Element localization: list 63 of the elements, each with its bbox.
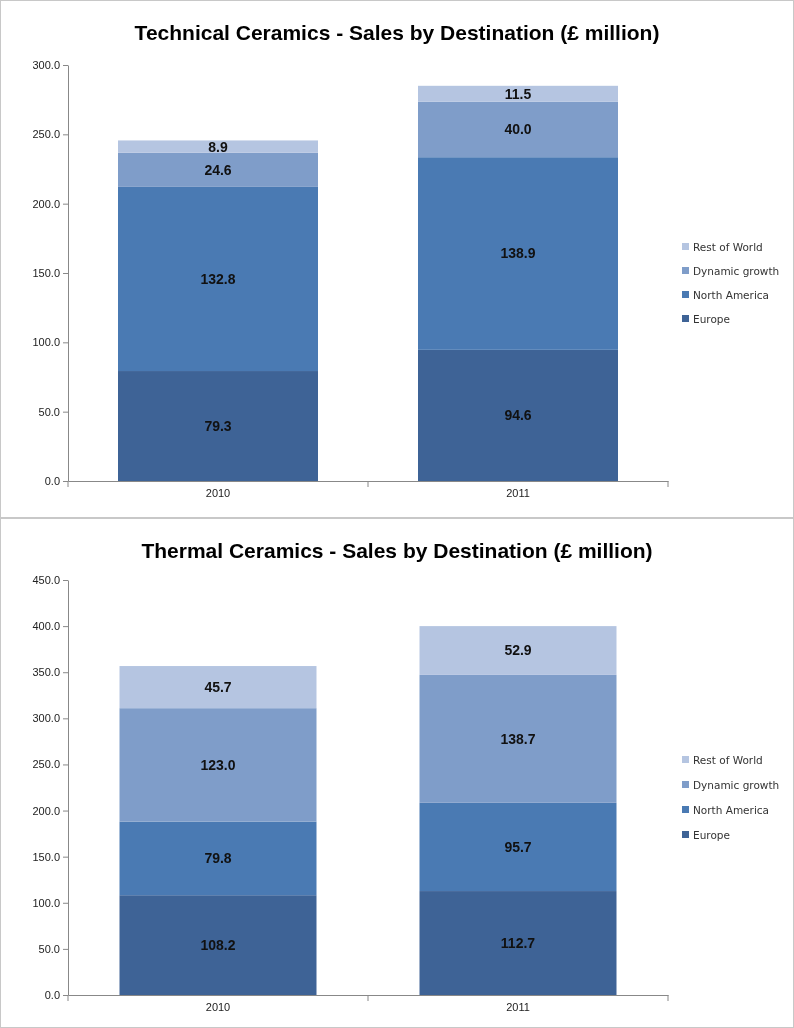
y-tick-label: 450.0	[32, 574, 60, 587]
chart-title: Thermal Ceramics - Sales by Destination (£ million)	[141, 539, 653, 562]
y-tick-label: 300.0	[32, 59, 60, 72]
legend-label: North America	[693, 803, 770, 816]
bar	[118, 140, 318, 153]
bar	[418, 157, 618, 350]
y-tick-label: 250.0	[32, 758, 60, 771]
legend-label: Dynamic growth	[693, 264, 780, 277]
bar	[418, 101, 618, 158]
data-label: 79.3	[204, 417, 232, 434]
bar	[418, 349, 618, 481]
data-label: 24.6	[204, 161, 232, 178]
y-tick-label: 200.0	[32, 197, 60, 210]
data-label: 11.5	[504, 85, 532, 102]
bar	[118, 371, 318, 481]
y-tick-label: 100.0	[32, 336, 60, 349]
legend-label: Europe	[693, 312, 730, 325]
data-label: 52.9	[504, 642, 532, 659]
legend-label: Dynamic growth	[693, 778, 780, 791]
legend-label: Europe	[693, 828, 730, 841]
x-tick-label: 2010	[205, 1001, 231, 1014]
data-label: 45.7	[204, 679, 232, 696]
bar	[418, 85, 618, 102]
x-tick-label: 2011	[506, 487, 530, 500]
y-tick-label: 400.0	[32, 620, 60, 633]
data-label: 138.9	[500, 245, 536, 262]
y-tick-label: 50.0	[38, 942, 60, 955]
y-tick-label: 0.0	[44, 989, 60, 1002]
y-tick-label: 250.0	[32, 128, 60, 141]
x-tick-label: 2010	[205, 487, 231, 500]
data-label: 8.9	[208, 138, 228, 155]
data-label: 79.8	[204, 850, 232, 867]
data-label: 132.8	[200, 270, 236, 287]
data-label: 123.0	[200, 756, 236, 773]
y-tick-label: 200.0	[32, 804, 60, 817]
legend-label: North America	[693, 288, 770, 301]
bar	[119, 666, 317, 709]
bar	[419, 674, 617, 803]
y-tick-label: 0.0	[44, 475, 60, 488]
y-tick-label: 100.0	[32, 896, 60, 909]
x-tick-label: 2011	[506, 1001, 530, 1014]
bar	[419, 802, 617, 892]
y-tick-label: 150.0	[32, 850, 60, 863]
data-label: 94.6	[504, 407, 532, 424]
y-tick-label: 150.0	[32, 267, 60, 280]
bar	[118, 152, 318, 187]
legend-label: Rest of World	[693, 240, 763, 253]
y-tick-label: 350.0	[32, 666, 60, 679]
data-label: 108.2	[200, 937, 236, 954]
chart-title: Technical Ceramics - Sales by Destination (£ million)	[134, 21, 660, 44]
data-label: 138.7	[500, 730, 536, 747]
bar	[118, 186, 318, 372]
bar	[419, 891, 617, 995]
bar	[119, 895, 317, 995]
data-label: 112.7	[500, 934, 536, 951]
bar	[419, 626, 617, 675]
data-label: 40.0	[504, 121, 532, 138]
bar	[119, 821, 317, 896]
y-tick-label: 50.0	[38, 405, 60, 418]
data-label: 95.7	[504, 838, 532, 855]
y-tick-label: 300.0	[32, 712, 60, 725]
legend-label: Rest of World	[693, 753, 763, 766]
bar	[119, 708, 317, 822]
